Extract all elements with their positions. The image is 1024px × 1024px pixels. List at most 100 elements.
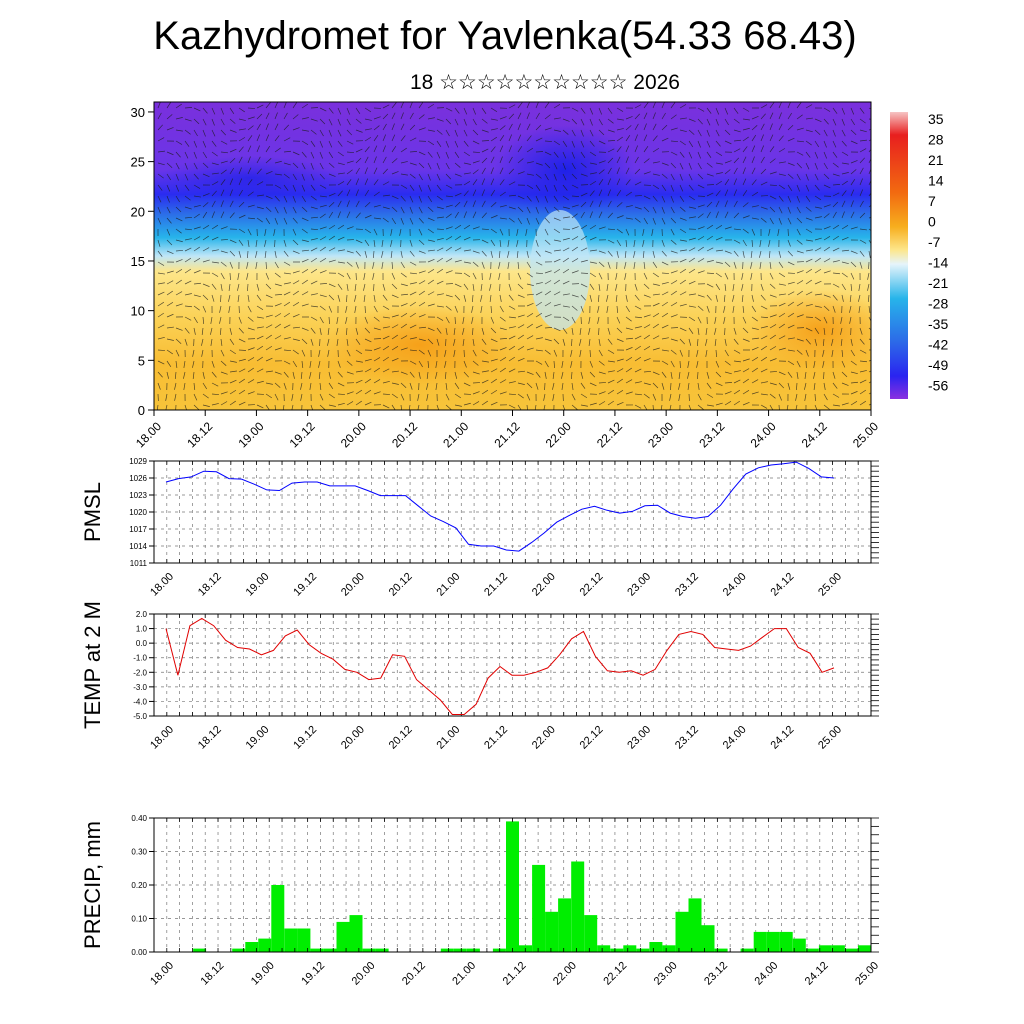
wind-barb [400, 283, 408, 287]
wind-barb [346, 169, 353, 175]
wind-barb [310, 404, 314, 410]
wind-barb [256, 305, 264, 310]
wind-barb [409, 382, 413, 390]
wind-barb [517, 171, 525, 175]
wind-barb [445, 283, 454, 285]
wind-barb [319, 162, 324, 170]
wind-barb [697, 258, 705, 263]
wind-barb [345, 305, 348, 313]
wind-barb [796, 290, 803, 296]
wind-barb [283, 184, 289, 191]
wind-barb [490, 378, 497, 384]
cross-section-y-tick-label: 15 [131, 254, 145, 269]
wind-barb [823, 140, 827, 148]
wind-barb [247, 379, 255, 384]
wind-barb [832, 211, 837, 219]
wind-barb [454, 316, 456, 325]
wind-barb [211, 382, 219, 387]
wind-barb [175, 327, 183, 331]
wind-barb [418, 217, 424, 224]
wind-barb [553, 258, 561, 263]
wind-barb [463, 181, 471, 186]
wind-barb [211, 224, 219, 230]
wind-barb [579, 327, 582, 335]
wind-barb [750, 272, 753, 280]
wind-barb [661, 281, 669, 285]
wind-barb [220, 189, 225, 197]
wind-barb [813, 360, 816, 368]
wind-barb [220, 200, 224, 208]
wind-barb [400, 323, 407, 329]
wind-barb [598, 261, 605, 267]
wind-barb [292, 326, 300, 329]
wind-barb [265, 261, 267, 270]
wind-barb [841, 360, 846, 368]
cross-section-x-tick-label: 21.00 [440, 419, 471, 450]
wind-barb [823, 393, 828, 401]
wind-barb [480, 305, 483, 313]
wind-barb [310, 305, 318, 308]
colorbar-label: 21 [928, 152, 944, 168]
wind-barb [535, 239, 539, 247]
wind-barb [670, 338, 678, 342]
wind-barb [805, 327, 813, 332]
pmsl-y-tick-label: 1014 [129, 542, 147, 551]
wind-barb [643, 358, 651, 362]
wind-barb [544, 349, 551, 355]
wind-barb [535, 112, 540, 120]
wind-barb [481, 250, 487, 257]
wind-barb [688, 184, 694, 191]
wind-barb [427, 258, 435, 263]
wind-barb [670, 102, 676, 109]
wind-barb [327, 327, 330, 335]
wind-barb [544, 195, 548, 203]
wind-barb [742, 127, 750, 131]
wind-barb [454, 162, 461, 168]
wind-barb [768, 239, 771, 247]
wind-barb [823, 162, 828, 170]
wind-barb [489, 272, 492, 280]
wind-barb [535, 337, 543, 340]
precip-x-tick-label: 18.00 [148, 960, 176, 988]
wind-barb [255, 239, 258, 247]
wind-barb [832, 283, 840, 288]
wind-barb [823, 258, 831, 263]
wind-barb [570, 360, 573, 368]
wind-barb [238, 214, 246, 219]
wind-barb [472, 371, 480, 375]
wind-barb [381, 239, 384, 247]
wind-barb [184, 195, 191, 201]
wind-barb [229, 200, 234, 208]
wind-barb [463, 190, 469, 197]
precip-bar [701, 925, 715, 952]
wind-barb [445, 270, 453, 274]
wind-barb [445, 213, 452, 219]
wind-barb [400, 347, 408, 351]
pmsl-y-axis-label: PMSL [80, 482, 105, 542]
wind-barb [337, 261, 345, 264]
wind-barb [156, 404, 159, 410]
wind-barb [184, 151, 189, 159]
wind-barb [427, 195, 433, 203]
pmsl-x-tick-label: 21.00 [434, 571, 462, 599]
wind-barb [274, 382, 281, 388]
wind-barb [391, 171, 399, 175]
wind-barb [787, 261, 795, 266]
wind-barb [831, 327, 834, 335]
wind-barb [535, 217, 540, 225]
wind-barb [444, 360, 447, 368]
wind-barb [850, 283, 853, 291]
wind-barb [670, 228, 675, 236]
precip-bar [779, 931, 793, 952]
wind-barb [597, 294, 600, 303]
wind-barb [787, 324, 795, 329]
wind-barb [742, 202, 749, 208]
wind-barb [202, 404, 210, 407]
wind-barb [769, 272, 774, 280]
wind-barb [535, 371, 541, 378]
wind-barb [598, 160, 606, 164]
wind-barb [499, 391, 507, 395]
wind-barb [337, 129, 342, 137]
wind-barb [184, 247, 192, 252]
wind-barb [670, 195, 674, 203]
